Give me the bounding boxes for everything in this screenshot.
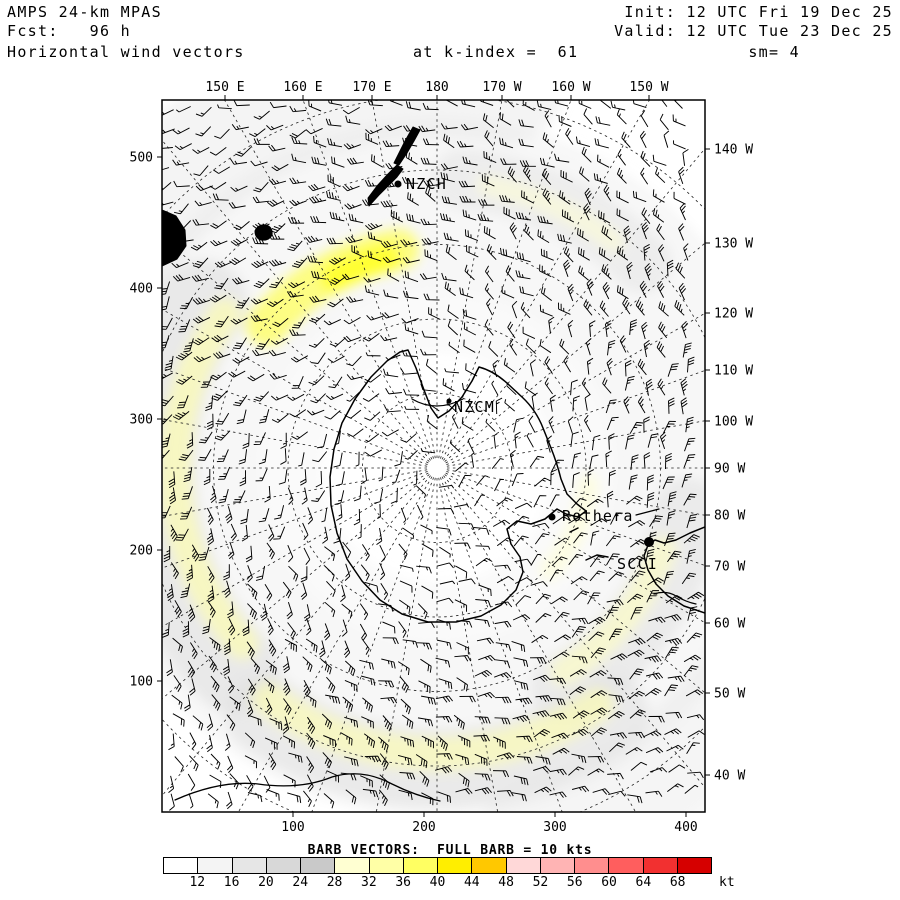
product-name: Horizontal wind vectors xyxy=(7,43,245,61)
coastline-antarctica xyxy=(329,349,587,623)
coastlines xyxy=(162,126,705,802)
stations: NZCH NZCM Rothera SCCI xyxy=(394,175,658,573)
axis-label-right: 100 W xyxy=(714,415,753,430)
axis-label-top: 160 W xyxy=(551,80,590,95)
axis-label-right: 130 W xyxy=(714,237,753,252)
axis-label-right: 120 W xyxy=(714,307,753,322)
station-marker-nzch xyxy=(394,180,402,188)
axis-label-top: 150 W xyxy=(629,80,668,95)
station-label-rothera: Rothera xyxy=(562,507,634,525)
station-marker-nzcm xyxy=(446,398,452,404)
wind-barbs xyxy=(162,100,705,811)
axis-labels: 150 E 160 E 170 E 180 170 W 160 W 150 W 140 W 13… xyxy=(130,80,754,835)
station-label-nzch: NZCH xyxy=(406,175,447,193)
model-name: AMPS 24-km MPAS xyxy=(7,3,162,21)
axis-label-left: 500 xyxy=(130,151,153,166)
axis-label-left: 300 xyxy=(130,413,153,428)
axis-label-bottom: 300 xyxy=(543,820,566,835)
station-marker-scci xyxy=(644,537,654,547)
smoothing-label: sm= 4 xyxy=(748,43,800,61)
coastline-south-america xyxy=(643,526,705,614)
axis-label-top: 160 E xyxy=(283,80,322,95)
axis-label-right: 70 W xyxy=(714,560,745,575)
coastline-south-shetland-islands xyxy=(569,527,609,561)
axis-label-left: 400 xyxy=(130,282,153,297)
axis-label-right: 50 W xyxy=(714,687,745,702)
axis-label-left: 100 xyxy=(130,675,153,690)
station-label-nzcm: NZCM xyxy=(454,398,495,416)
station-label-scci: SCCI xyxy=(617,555,658,573)
coastline-new-zealand-north-island xyxy=(393,126,421,166)
axis-label-top: 170 E xyxy=(352,80,391,95)
coastline-coastline-bottom xyxy=(174,773,441,802)
valid-time: Valid: 12 UTC Tue 23 Dec 25 xyxy=(614,22,893,40)
coastline-rothera-pointer xyxy=(635,508,660,516)
forecast-hour: Fcst: 96 h xyxy=(7,22,131,40)
init-time: Init: 12 UTC Fri 19 Dec 25 xyxy=(624,3,893,21)
axis-label-right: 90 W xyxy=(714,462,745,477)
axis-label-right: 40 W xyxy=(714,769,745,784)
axis-label-bottom: 100 xyxy=(281,820,304,835)
axis-label-top: 180 xyxy=(425,80,448,95)
axis-label-right: 140 W xyxy=(714,143,753,158)
map-frame xyxy=(161,99,706,813)
coastline-australia-coast xyxy=(162,209,187,267)
axis-label-top: 150 E xyxy=(205,80,244,95)
axis-label-left: 200 xyxy=(130,544,153,559)
axis-label-bottom: 200 xyxy=(412,820,435,835)
level-label: at k-index = 61 xyxy=(413,43,579,61)
axis-label-right: 60 W xyxy=(714,617,745,632)
station-marker-rothera xyxy=(548,513,556,521)
axis-label-right: 110 W xyxy=(714,364,753,379)
axis-label-bottom: 400 xyxy=(674,820,697,835)
coastline-ross-ice-shelf-edge xyxy=(411,398,464,407)
axis-label-top: 170 W xyxy=(482,80,521,95)
axis-label-right: 80 W xyxy=(714,509,745,524)
